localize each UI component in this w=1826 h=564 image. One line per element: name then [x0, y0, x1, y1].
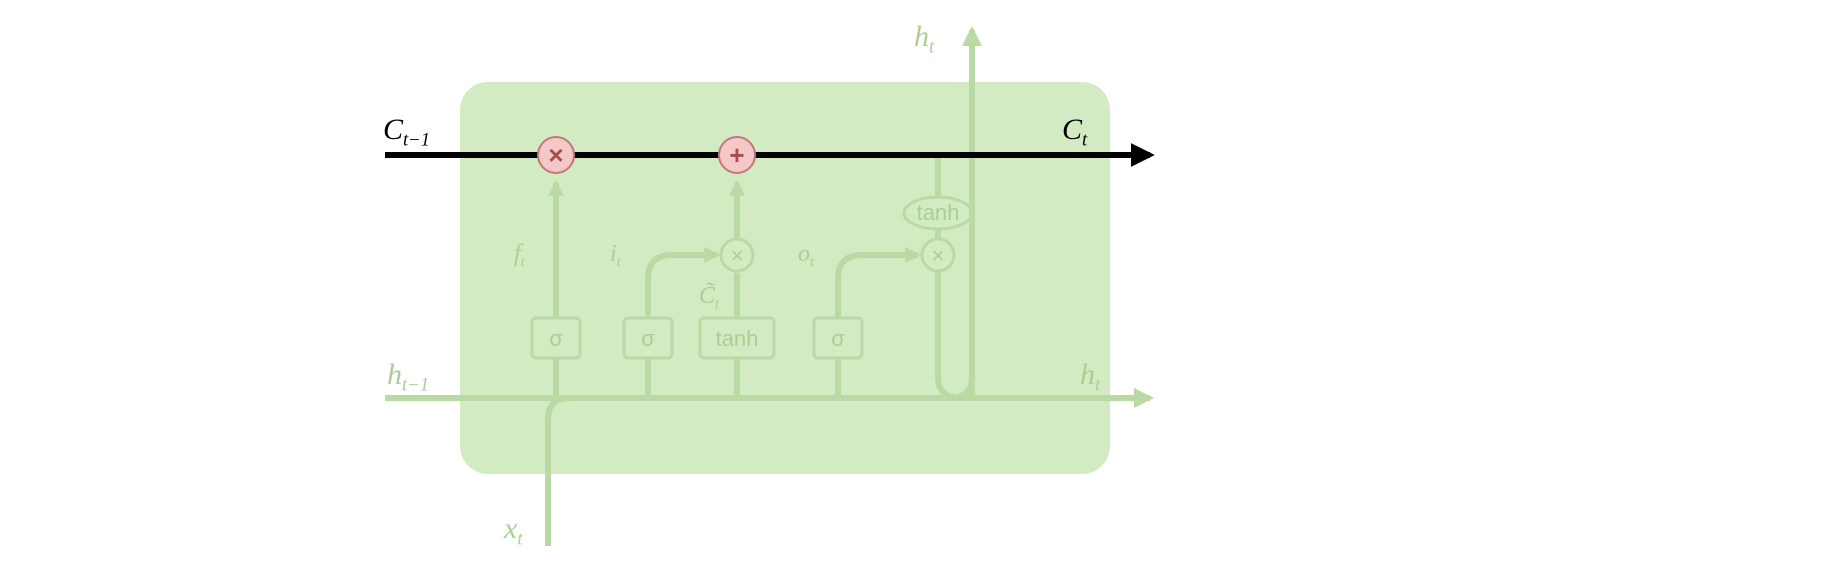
svg-text:σ: σ [641, 326, 655, 351]
svg-text:σ: σ [549, 326, 563, 351]
forget-mult-op: × [538, 137, 574, 173]
svg-text:tanh: tanh [716, 326, 759, 351]
svg-text:×: × [548, 140, 563, 170]
svg-text:ht−1: ht−1 [387, 358, 429, 396]
svg-text:×: × [731, 243, 744, 268]
svg-text:σ: σ [831, 326, 845, 351]
label-h-prev: ht−1 [387, 358, 429, 396]
add-op: + [719, 137, 755, 173]
svg-text:+: + [729, 140, 744, 170]
svg-text:Ct−1: Ct−1 [383, 113, 430, 151]
label-C-prev: Ct−1 [383, 113, 430, 151]
svg-text:xt: xt [503, 512, 523, 550]
svg-text:×: × [932, 243, 945, 268]
svg-text:ht: ht [914, 20, 935, 58]
svg-text:tanh: tanh [917, 200, 960, 225]
label-h-up: ht [914, 20, 935, 58]
label-xt: xt [503, 512, 523, 550]
